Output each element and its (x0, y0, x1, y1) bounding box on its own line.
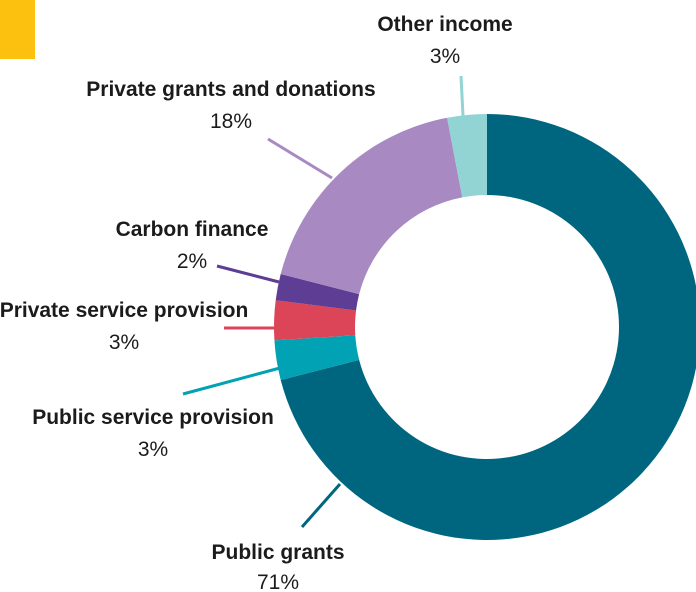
slice-carbon-finance (275, 274, 360, 311)
label-other-income: Other income (377, 13, 512, 36)
value-private-grants-and-donations: 18% (210, 110, 252, 133)
value-private-service-provision: 3% (109, 331, 139, 354)
leader-lines (182, 75, 465, 528)
value-public-service-provision: 3% (138, 438, 168, 461)
slice-labels: Public grants 71% Public service provisi… (0, 13, 513, 592)
leader-line-carbon-finance (216, 264, 280, 284)
value-public-grants: 71% (257, 571, 299, 592)
leader-line-other-income (459, 75, 465, 117)
value-carbon-finance: 2% (177, 250, 207, 273)
slice-private-grants-and-donations (280, 117, 463, 295)
value-other-income: 3% (430, 45, 460, 68)
label-private-service-provision: Private service provision (0, 299, 248, 322)
slice-private-service-provision (274, 300, 357, 341)
accent-block (0, 0, 35, 59)
leader-line-public-service-provision (182, 366, 281, 396)
donut-slices (274, 114, 696, 540)
leader-line-public-grants (300, 483, 342, 528)
slice-public-service-provision (274, 335, 360, 380)
label-private-grants-and-donations: Private grants and donations (86, 78, 375, 101)
slice-public-grants (280, 114, 696, 540)
label-carbon-finance: Carbon finance (116, 218, 269, 241)
leader-line-private-grants-and-donations (267, 137, 333, 180)
label-public-grants: Public grants (211, 541, 344, 564)
label-public-service-provision: Public service provision (32, 406, 274, 429)
slice-other-income (447, 114, 487, 198)
